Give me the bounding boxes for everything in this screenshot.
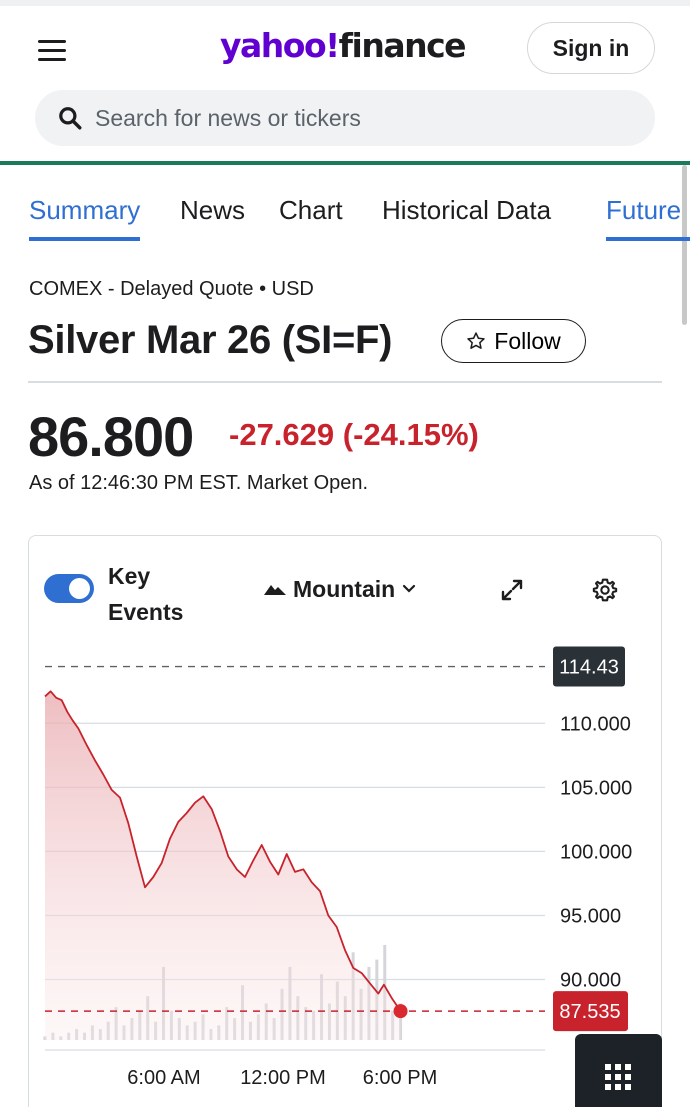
previous-close-label: 114.43 xyxy=(559,657,619,679)
mountain-icon xyxy=(264,585,286,595)
y-tick-label: 90.000 xyxy=(560,970,621,992)
chart-type-label: Mountain xyxy=(293,575,396,602)
tab-chart[interactable]: Chart xyxy=(279,195,343,225)
key-events-toggle[interactable] xyxy=(44,574,94,603)
hamburger-menu-icon[interactable] xyxy=(36,38,68,64)
gear-icon[interactable] xyxy=(592,577,618,603)
page-title: Silver Mar 26 (SI=F) xyxy=(28,318,393,362)
star-icon xyxy=(467,332,486,349)
expand-icon[interactable] xyxy=(500,578,524,602)
tab-futures[interactable]: Future xyxy=(606,195,690,243)
quote-tabs: Summary News Chart Historical Data Futur… xyxy=(0,195,690,247)
apps-grid-button[interactable] xyxy=(575,1034,662,1107)
search-icon xyxy=(59,107,82,130)
chevron-down-icon xyxy=(403,584,416,593)
yahoo-finance-logo[interactable]: yahoo!finance xyxy=(220,26,467,65)
grid-dot-icon xyxy=(615,1064,621,1070)
header-divider xyxy=(0,161,690,165)
y-tick-label: 95.000 xyxy=(560,905,621,927)
grid-dot-icon xyxy=(625,1074,631,1080)
price-change: -27.629 (-24.15%) xyxy=(229,417,479,452)
market-status: As of 12:46:30 PM EST. Market Open. xyxy=(29,472,369,494)
top-status-strip xyxy=(0,0,690,6)
grid-dot-icon xyxy=(605,1064,611,1070)
follow-button[interactable]: Follow xyxy=(441,319,586,363)
search-input[interactable] xyxy=(95,104,615,132)
y-tick-label: 105.000 xyxy=(560,777,632,799)
current-price: 86.800 xyxy=(28,405,194,468)
current-price-marker xyxy=(393,1004,408,1019)
previous-close-badge: 114.43 xyxy=(553,646,625,687)
grid-dot-icon xyxy=(625,1064,631,1070)
tab-historical-data[interactable]: Historical Data xyxy=(382,195,552,225)
x-tick-label: 6:00 PM xyxy=(363,1067,437,1089)
tab-summary[interactable]: Summary xyxy=(29,195,141,243)
grid-dot-icon xyxy=(615,1084,621,1090)
y-tick-label: 100.000 xyxy=(560,841,632,863)
site-header: yahoo!finance Sign in xyxy=(0,6,690,162)
price-area xyxy=(45,691,401,1040)
exchange-info: COMEX - Delayed Quote • USD xyxy=(29,278,314,300)
price-line xyxy=(44,690,402,1012)
search-bar[interactable] xyxy=(35,90,655,146)
sign-in-button[interactable]: Sign in xyxy=(527,22,655,74)
tab-news[interactable]: News xyxy=(180,195,246,225)
grid-dot-icon xyxy=(625,1084,631,1090)
grid-dot-icon xyxy=(615,1074,621,1080)
current-price-label: 87.535 xyxy=(559,1001,620,1023)
current-price-badge: 87.535 xyxy=(553,991,628,1032)
page-scrollbar[interactable] xyxy=(682,165,687,325)
chart-type-dropdown[interactable]: Mountain xyxy=(264,574,416,604)
key-events-label: Key Events xyxy=(108,563,184,625)
grid-dot-icon xyxy=(605,1084,611,1090)
x-tick-label: 6:00 AM xyxy=(127,1067,200,1089)
title-divider xyxy=(28,381,662,383)
x-tick-label: 12:00 PM xyxy=(240,1067,326,1089)
follow-label: Follow xyxy=(494,327,561,354)
price-chart[interactable]: 110.000 105.000 100.000 95.000 90.000 6:00 A… xyxy=(0,640,690,1100)
grid-dot-icon xyxy=(605,1074,611,1080)
y-tick-label: 110.000 xyxy=(560,713,631,735)
